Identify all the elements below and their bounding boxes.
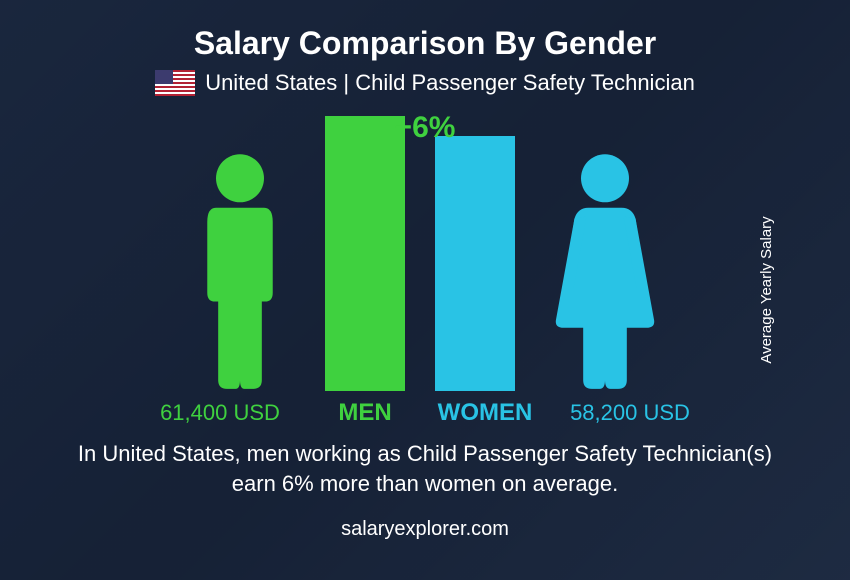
- men-figure-col: [185, 151, 295, 391]
- subtitle-row: United States | Child Passenger Safety T…: [155, 70, 695, 96]
- infographic-container: Salary Comparison By Gender United State…: [0, 0, 850, 580]
- men-bar: [325, 116, 405, 391]
- labels-row: 61,400 USD MEN WOMEN 58,200 USD: [50, 399, 800, 427]
- chart-area: +6%: [185, 116, 665, 391]
- main-title: Salary Comparison By Gender: [194, 25, 656, 62]
- men-label: MEN: [315, 399, 415, 427]
- delta-label: +6%: [395, 111, 456, 145]
- footer-text: salaryexplorer.com: [341, 518, 509, 541]
- women-label: WOMEN: [435, 399, 535, 427]
- subtitle-text: United States | Child Passenger Safety T…: [205, 70, 695, 96]
- summary-text: In United States, men working as Child P…: [65, 439, 785, 498]
- us-flag-icon: [155, 70, 195, 96]
- male-icon: [185, 151, 295, 391]
- side-axis-label: Average Yearly Salary: [758, 216, 775, 363]
- female-icon: [545, 151, 665, 391]
- women-bar: [435, 136, 515, 391]
- subtitle-job: Child Passenger Safety Technician: [355, 70, 695, 95]
- subtitle-country: United States: [205, 70, 337, 95]
- women-figure-col: [545, 151, 665, 391]
- women-salary: 58,200 USD: [555, 400, 705, 426]
- subtitle-sep: |: [343, 70, 349, 95]
- men-salary: 61,400 USD: [145, 400, 295, 426]
